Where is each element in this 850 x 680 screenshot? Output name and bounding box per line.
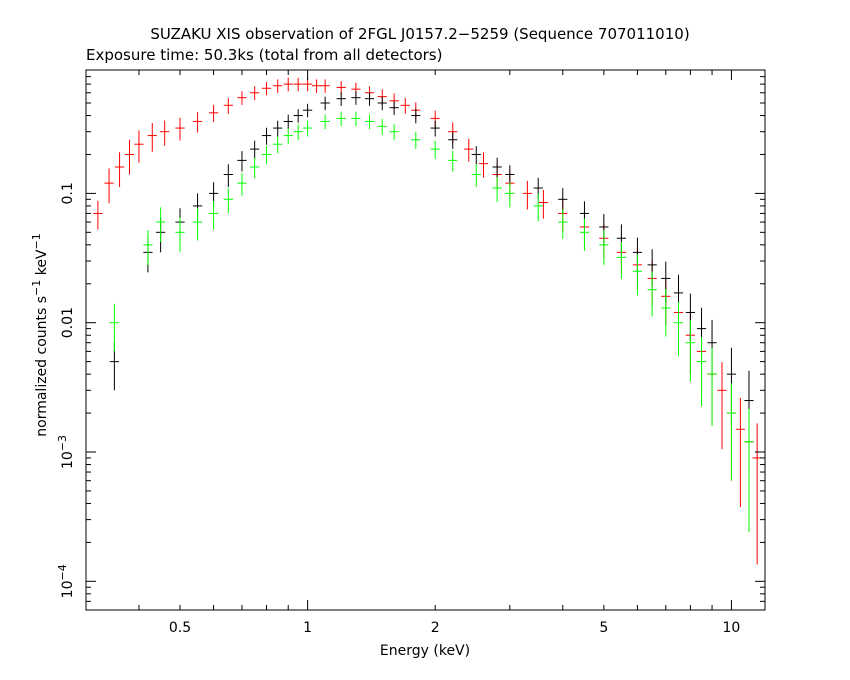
x-tick-label: 5 (599, 620, 608, 636)
series-0 (93, 77, 762, 565)
chart-subtitle: Exposure time: 50.3ks (total from all de… (86, 46, 442, 64)
data-layer (93, 77, 762, 565)
plot-frame (85, 69, 766, 611)
series-2 (109, 111, 754, 533)
chart-title: SUZAKU XIS observation of 2FGL J0157.2−5… (150, 25, 689, 43)
x-tick-label: 10 (723, 620, 741, 636)
y-tick-label: 10−4 (56, 564, 76, 598)
x-axis-title: Energy (keV) (380, 643, 470, 659)
axis-layer: 0.5 1 2 5 10 0.1 0.01 10−3 10−4 (56, 69, 765, 636)
y-axis-title: normalized counts s−1 keV−1 (30, 233, 50, 436)
y-tick-label: 0.01 (60, 307, 76, 338)
x-tick-label: 0.5 (169, 620, 191, 636)
y-tick-label: 0.1 (60, 182, 76, 204)
x-tick-label: 2 (431, 620, 440, 636)
series-1 (109, 91, 754, 469)
x-tick-label: 1 (303, 620, 312, 636)
y-tick-label: 10−3 (56, 435, 76, 469)
